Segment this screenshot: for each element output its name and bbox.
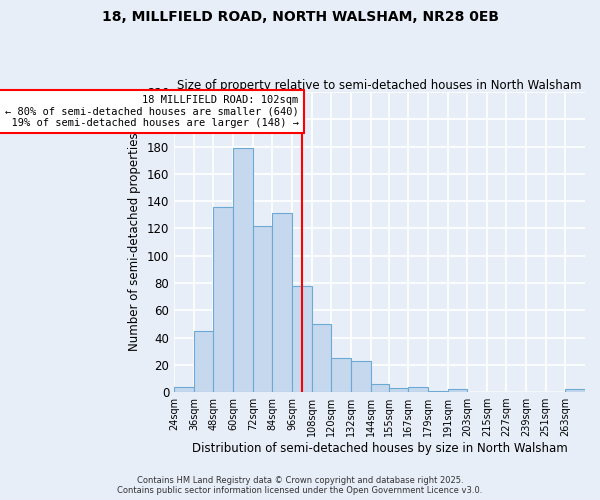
Bar <box>194 330 214 392</box>
Bar <box>351 360 371 392</box>
Bar <box>565 390 585 392</box>
Bar <box>389 388 408 392</box>
Y-axis label: Number of semi-detached properties: Number of semi-detached properties <box>128 132 142 352</box>
Bar <box>331 358 351 392</box>
Bar <box>292 286 311 392</box>
Bar <box>214 206 233 392</box>
X-axis label: Distribution of semi-detached houses by size in North Walsham: Distribution of semi-detached houses by … <box>192 442 568 455</box>
Bar <box>371 384 389 392</box>
Text: 18 MILLFIELD ROAD: 102sqm
← 80% of semi-detached houses are smaller (640)
  19% : 18 MILLFIELD ROAD: 102sqm ← 80% of semi-… <box>0 94 299 128</box>
Bar <box>253 226 272 392</box>
Text: Contains HM Land Registry data © Crown copyright and database right 2025.
Contai: Contains HM Land Registry data © Crown c… <box>118 476 482 495</box>
Bar <box>174 386 194 392</box>
Bar <box>448 390 467 392</box>
Bar <box>233 148 253 392</box>
Title: Size of property relative to semi-detached houses in North Walsham: Size of property relative to semi-detach… <box>178 79 582 92</box>
Bar <box>428 390 448 392</box>
Bar <box>408 386 428 392</box>
Text: 18, MILLFIELD ROAD, NORTH WALSHAM, NR28 0EB: 18, MILLFIELD ROAD, NORTH WALSHAM, NR28 … <box>101 10 499 24</box>
Bar <box>272 214 292 392</box>
Bar <box>311 324 331 392</box>
